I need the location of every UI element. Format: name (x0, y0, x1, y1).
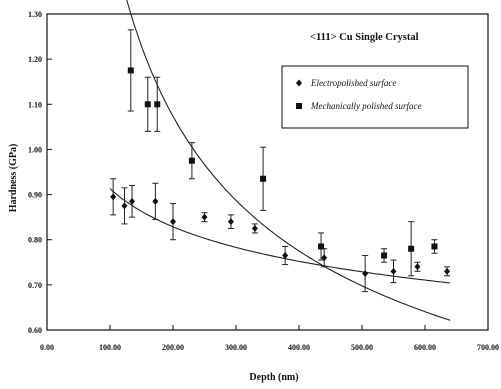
x-tick-label: 100.00 (99, 343, 121, 352)
data-point-electropolished (251, 224, 258, 232)
fit-curve-mechanically-polished (126, 0, 451, 321)
data-point-electropolished (170, 218, 176, 226)
legend: Electropolished surface Mechanically pol… (281, 65, 469, 129)
y-axis-title: Hardness (GPa) (8, 144, 19, 213)
data-point-mechanically-polished (318, 243, 325, 250)
data-point-electropolished (414, 263, 421, 271)
y-tick-label: 1.30 (28, 10, 42, 19)
data-point-electropolished (282, 252, 289, 260)
data-point-mechanically-polished (188, 157, 195, 164)
y-tick-label: 0.60 (28, 326, 42, 335)
data-point-mechanically-polished (260, 175, 267, 182)
legend-label-electropolished: Electropolished surface (310, 78, 396, 88)
y-tick-label: 1.10 (28, 100, 42, 109)
data-point-mechanically-polished (408, 245, 415, 252)
data-point-electropolished (121, 202, 128, 210)
x-tick-label: 200.00 (162, 343, 184, 352)
y-tick-label: 1.00 (28, 145, 42, 154)
data-point-electropolished (321, 254, 328, 262)
plot-frame (46, 13, 489, 331)
legend-markers (296, 79, 302, 109)
y-tick-label: 0.90 (28, 191, 42, 200)
data-point-mechanically-polished (127, 67, 134, 74)
y-tick-label: 0.80 (28, 236, 42, 245)
x-tick-label: 500.00 (351, 343, 373, 352)
axis-ticks: 0.00 100.00 200.00 300.00 400.00 500.00 600.00… (28, 10, 499, 352)
data-point-electropolished (110, 193, 117, 201)
x-tick-label: 400.00 (288, 343, 310, 352)
y-tick-label: 0.70 (28, 281, 42, 290)
y-tick-label: 1.20 (28, 55, 42, 64)
data-point-electropolished (129, 197, 136, 205)
x-tick-label: 600.00 (414, 343, 436, 352)
data-marks (110, 29, 451, 293)
data-point-mechanically-polished (431, 243, 438, 250)
data-point-electropolished (444, 267, 451, 275)
data-point-electropolished (390, 267, 397, 275)
data-point-electropolished (362, 270, 369, 278)
legend-box (281, 65, 469, 129)
legend-marker-electropolished (296, 79, 302, 87)
x-axis-title: Depth (nm) (249, 372, 298, 383)
x-tick-label: 0.00 (40, 343, 54, 352)
data-point-electropolished (152, 197, 159, 205)
fit-curve-electropolished (109, 188, 451, 284)
x-tick-label: 300.00 (225, 343, 247, 352)
annotation-title: <111> Cu Single Crystal (310, 32, 419, 43)
data-point-electropolished (201, 213, 208, 221)
plot-area (46, 13, 489, 331)
x-tick-label: 700.00 (477, 343, 499, 352)
data-point-mechanically-polished (144, 101, 151, 108)
fit-curves (109, 0, 451, 321)
data-point-mechanically-polished (154, 101, 161, 108)
data-point-mechanically-polished (381, 252, 388, 259)
legend-marker-mechanically-polished (296, 103, 302, 109)
legend-label-mechanically-polished: Mechanically polished surface (310, 101, 421, 111)
data-point-electropolished (227, 218, 234, 226)
